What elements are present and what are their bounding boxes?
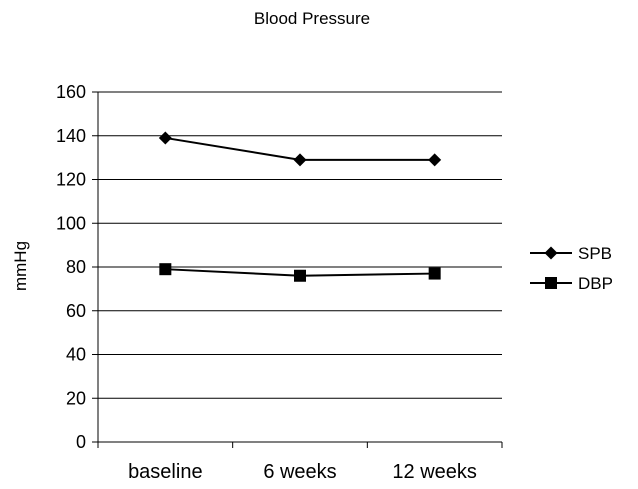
- y-tick-label: 60: [66, 301, 86, 321]
- y-axis-title: mmHg: [11, 241, 30, 291]
- data-point: [294, 269, 306, 282]
- chart-title: Blood Pressure: [254, 9, 370, 28]
- legend-marker: [545, 277, 557, 289]
- x-tick-labels: baseline 6 weeks 12 weeks: [128, 461, 477, 483]
- legend-label: DBP: [578, 274, 613, 293]
- y-tick-label: 40: [66, 345, 86, 365]
- axes: [92, 91, 503, 448]
- x-tick-label: 6 weeks: [263, 461, 336, 483]
- y-tick-label: 80: [66, 257, 86, 277]
- data-point: [159, 263, 172, 276]
- y-tick-label: 160: [56, 82, 86, 102]
- x-tick-label: baseline: [128, 461, 203, 483]
- legend-item-dbp: DBP: [530, 274, 613, 293]
- legend-marker: [544, 246, 558, 260]
- data-point: [428, 267, 441, 280]
- y-tick-label: 140: [56, 126, 86, 146]
- legend: SPB DBP: [530, 244, 613, 293]
- y-tick-label: 100: [56, 213, 86, 233]
- data-point: [293, 153, 307, 167]
- series-group: [158, 131, 442, 282]
- x-tick-label: 12 weeks: [392, 461, 477, 483]
- y-tick-label: 20: [66, 388, 86, 408]
- data-point: [428, 153, 442, 167]
- series-dbp: [159, 263, 441, 282]
- y-tick-label: 120: [56, 170, 86, 190]
- gridlines: [98, 91, 502, 399]
- data-point: [158, 131, 172, 145]
- y-tick-labels: 0 20 40 60 80 100 120 140 160: [56, 82, 86, 452]
- y-tick-label: 0: [76, 432, 86, 452]
- legend-label: SPB: [578, 244, 612, 263]
- series-spb: [158, 131, 442, 167]
- legend-item-spb: SPB: [530, 244, 612, 263]
